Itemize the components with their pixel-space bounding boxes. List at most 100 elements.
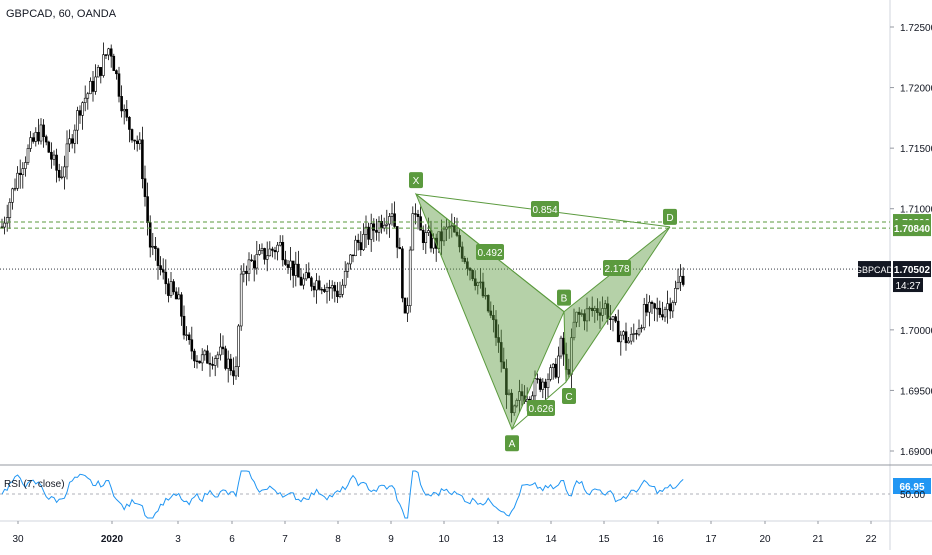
candle-body: [616, 320, 620, 343]
candle-body: [200, 354, 204, 364]
candle-body: [83, 97, 87, 103]
candle-body: [117, 73, 121, 97]
candle-body: [419, 216, 422, 231]
candle-body: [551, 363, 555, 368]
time-tick-label: 16: [652, 534, 664, 545]
ratio-tag: [603, 260, 631, 276]
rsi-value-tag: [893, 478, 931, 494]
candle-body: [320, 289, 324, 291]
candle-body: [549, 367, 552, 380]
candle-body: [346, 263, 350, 272]
candle-body: [286, 264, 290, 268]
candle-body: [583, 313, 586, 322]
candle-body: [174, 291, 178, 300]
ratio-label: 0.626: [528, 404, 553, 415]
time-tick-label: 20: [759, 534, 771, 545]
candle-body: [575, 311, 578, 323]
price-tick-label: 1.71000: [900, 205, 932, 216]
price-tick-label: 1.71500: [900, 144, 932, 155]
candle-body: [78, 110, 82, 116]
time-tick-label: 13: [492, 534, 504, 545]
candle-body: [3, 222, 6, 228]
candle-body: [39, 124, 43, 142]
candle-body: [198, 360, 201, 364]
candle-body: [91, 80, 95, 92]
candle-body: [315, 280, 318, 291]
candle-body: [304, 272, 308, 280]
candle-body: [593, 308, 597, 311]
price-tick-label: 1.69500: [900, 386, 932, 397]
time-tick-label: 10: [438, 534, 450, 545]
candle-body: [653, 303, 656, 309]
candle-body: [492, 315, 495, 321]
candle-body: [276, 244, 279, 253]
candle-body: [229, 358, 233, 371]
candle-body: [273, 250, 277, 253]
candle-body: [70, 138, 74, 144]
candle-body: [453, 225, 456, 233]
candle-body: [185, 334, 188, 336]
rsi-line: [1, 470, 684, 519]
candle-body: [102, 54, 105, 76]
candle-body: [484, 295, 487, 297]
ratio-tag: [527, 400, 555, 416]
candle-body: [203, 350, 207, 356]
pattern-point-label: A: [509, 439, 516, 450]
candle-body: [107, 48, 110, 56]
candle-body: [354, 239, 357, 257]
candle-body: [133, 139, 136, 142]
candle-body: [5, 217, 9, 224]
candle-body: [596, 308, 599, 314]
candle-body: [141, 139, 144, 180]
candle-body: [601, 308, 604, 316]
candle-body: [536, 378, 539, 380]
candle-body: [213, 358, 217, 366]
pattern-point-label: X: [413, 176, 420, 187]
time-tick-label: 6: [229, 534, 235, 545]
candle-body: [619, 334, 623, 343]
candle-body: [572, 321, 576, 339]
candle-body: [112, 55, 116, 71]
candle-body: [510, 392, 513, 414]
time-tick-label: 22: [865, 534, 877, 545]
candle-body: [603, 303, 607, 309]
candle-body: [455, 231, 459, 236]
candle-body: [390, 213, 394, 217]
candle-body: [466, 261, 469, 269]
candle-body: [445, 226, 448, 230]
candle-body: [336, 290, 339, 297]
candle-body: [411, 213, 415, 251]
candle-body: [44, 136, 48, 143]
time-tick-label: 14: [545, 534, 557, 545]
candle-body: [63, 166, 66, 178]
time-tick-label: 21: [812, 534, 824, 545]
candle-body: [520, 391, 524, 397]
candle-body: [640, 327, 643, 329]
candle-body: [271, 248, 274, 251]
candle-body: [245, 270, 248, 274]
candle-body: [52, 154, 56, 160]
candle-body: [172, 281, 175, 293]
ratio-label: 0.492: [477, 248, 502, 259]
price-tick-label: 1.72000: [900, 84, 932, 95]
candle-body: [195, 360, 199, 363]
candle-body: [486, 295, 490, 312]
candle-body: [18, 172, 22, 175]
candle-body: [167, 283, 170, 296]
candle-body: [533, 378, 537, 397]
time-tick-label: 7: [282, 534, 288, 545]
candle-body: [247, 259, 251, 274]
candle-body: [289, 260, 292, 268]
candle-body: [120, 96, 123, 112]
candle-body: [250, 259, 253, 261]
candle-body: [104, 54, 108, 56]
price-level-label: 1.70840: [894, 224, 931, 235]
candle-body: [562, 337, 565, 355]
candle-body: [255, 254, 259, 269]
candle-body: [333, 285, 337, 292]
candle-body: [99, 67, 103, 76]
candle-body: [408, 249, 412, 306]
candle-body: [388, 216, 391, 225]
